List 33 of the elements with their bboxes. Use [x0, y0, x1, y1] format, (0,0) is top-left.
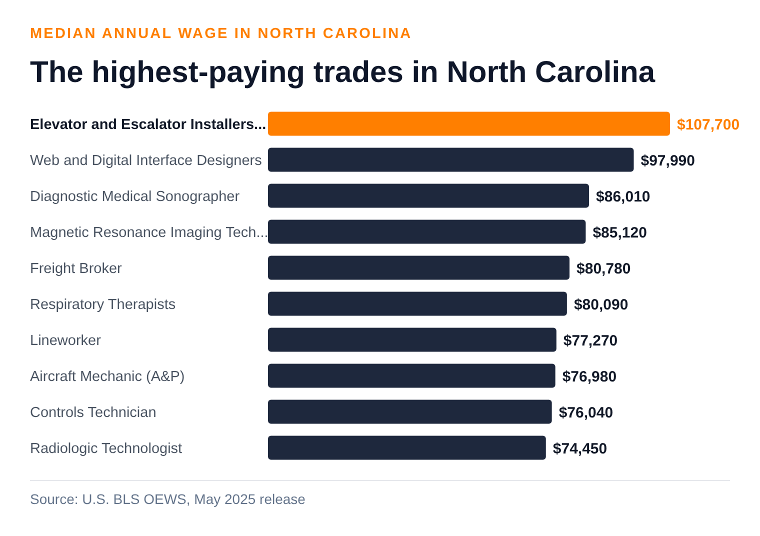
bar: [268, 184, 590, 208]
y-tick-label: Elevator and Escalator Installers...: [30, 117, 266, 133]
y-tick-label: Aircraft Mechanic (A&P): [30, 369, 185, 385]
data-label: $76,980: [562, 368, 617, 386]
data-label: $80,780: [576, 260, 631, 278]
y-tick-label: Radiologic Technologist: [30, 441, 182, 457]
data-label: $85,120: [592, 224, 647, 242]
bar: [268, 292, 567, 316]
y-tick-label: Controls Technician: [30, 405, 156, 421]
bar: [268, 364, 556, 388]
data-label: $86,010: [596, 188, 650, 206]
y-tick-label: Lineworker: [30, 333, 102, 349]
data-label: $80,090: [574, 296, 628, 314]
data-label: $107,700: [677, 116, 740, 134]
chart-subtitle: MEDIAN ANNUAL WAGE IN NORTH CAROLINA: [30, 26, 412, 42]
bar: [268, 148, 634, 172]
bar: [268, 328, 556, 352]
chart-title: The highest-paying trades in North Carolina: [30, 56, 656, 90]
data-label: $76,040: [558, 404, 614, 422]
bar: [268, 112, 670, 136]
y-tick-label: Magnetic Resonance Imaging Tech...: [30, 225, 268, 241]
source-note: Source: U.S. BLS OEWS, May 2025 release: [30, 491, 306, 507]
bar: [268, 220, 586, 244]
y-tick-label: Web and Digital Interface Designers: [30, 153, 262, 169]
data-label: $77,270: [563, 332, 618, 350]
y-tick-label: Respiratory Therapists: [30, 297, 176, 313]
y-tick-label: Freight Broker: [30, 261, 122, 277]
bar: [268, 256, 570, 280]
data-label: $97,990: [640, 152, 695, 170]
data-label: $74,450: [552, 440, 608, 458]
y-tick-label: Diagnostic Medical Sonographer: [30, 189, 240, 205]
bar: [268, 436, 546, 460]
bar: [268, 400, 552, 424]
